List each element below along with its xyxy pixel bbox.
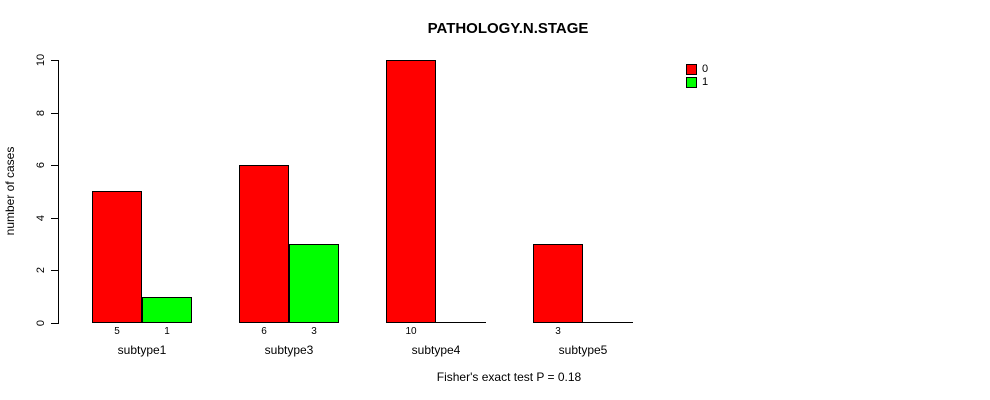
y-tick-mark: [51, 60, 58, 61]
y-tick-label: 0: [35, 319, 47, 327]
bar-value-label: 1: [164, 326, 170, 337]
y-tick-mark: [51, 270, 58, 271]
bar-subtype1-series-1: [142, 297, 192, 323]
stats-caption: Fisher's exact test P = 0.18: [436, 370, 582, 384]
bar-subtype4-series-0: [386, 60, 436, 323]
x-category-label-subtype4: subtype4: [411, 343, 461, 357]
chart-title: PATHOLOGY.N.STAGE: [427, 20, 589, 37]
legend-entry-label: 1: [702, 76, 709, 88]
y-tick-mark: [51, 218, 58, 219]
bar-value-label: 3: [311, 326, 317, 337]
y-tick-label: 8: [35, 109, 47, 117]
bar-subtype3-series-0: [239, 165, 289, 323]
y-tick-label: 10: [35, 53, 47, 67]
bar-value-label: 5: [114, 326, 120, 337]
bar-subtype5-series-0: [533, 244, 583, 323]
x-category-label-subtype1: subtype1: [117, 343, 167, 357]
y-tick-mark: [51, 323, 58, 324]
bar-subtype3-series-1: [289, 244, 339, 323]
bar-value-label: 3: [555, 326, 561, 337]
zero-bar-subtype4-series-1: [436, 322, 486, 323]
y-axis-label: number of cases: [3, 146, 17, 236]
bar-subtype1-series-0: [92, 191, 142, 323]
legend-entry: 0: [686, 63, 708, 75]
bar-value-label: 10: [405, 326, 417, 337]
legend-entry-label: 0: [702, 63, 709, 75]
y-axis-line: [58, 60, 59, 324]
bar-value-label: 6: [261, 326, 267, 337]
zero-bar-subtype5-series-1: [583, 322, 633, 323]
legend-color-swatch: [686, 63, 697, 75]
y-tick-label: 2: [35, 266, 47, 274]
x-category-label-subtype5: subtype5: [558, 343, 608, 357]
y-tick-mark: [51, 113, 58, 114]
y-tick-label: 6: [35, 161, 47, 169]
y-tick-mark: [51, 165, 58, 166]
legend-color-swatch: [686, 76, 697, 88]
x-category-label-subtype3: subtype3: [264, 343, 314, 357]
y-tick-label: 4: [35, 214, 47, 222]
legend-entry: 1: [686, 76, 708, 88]
